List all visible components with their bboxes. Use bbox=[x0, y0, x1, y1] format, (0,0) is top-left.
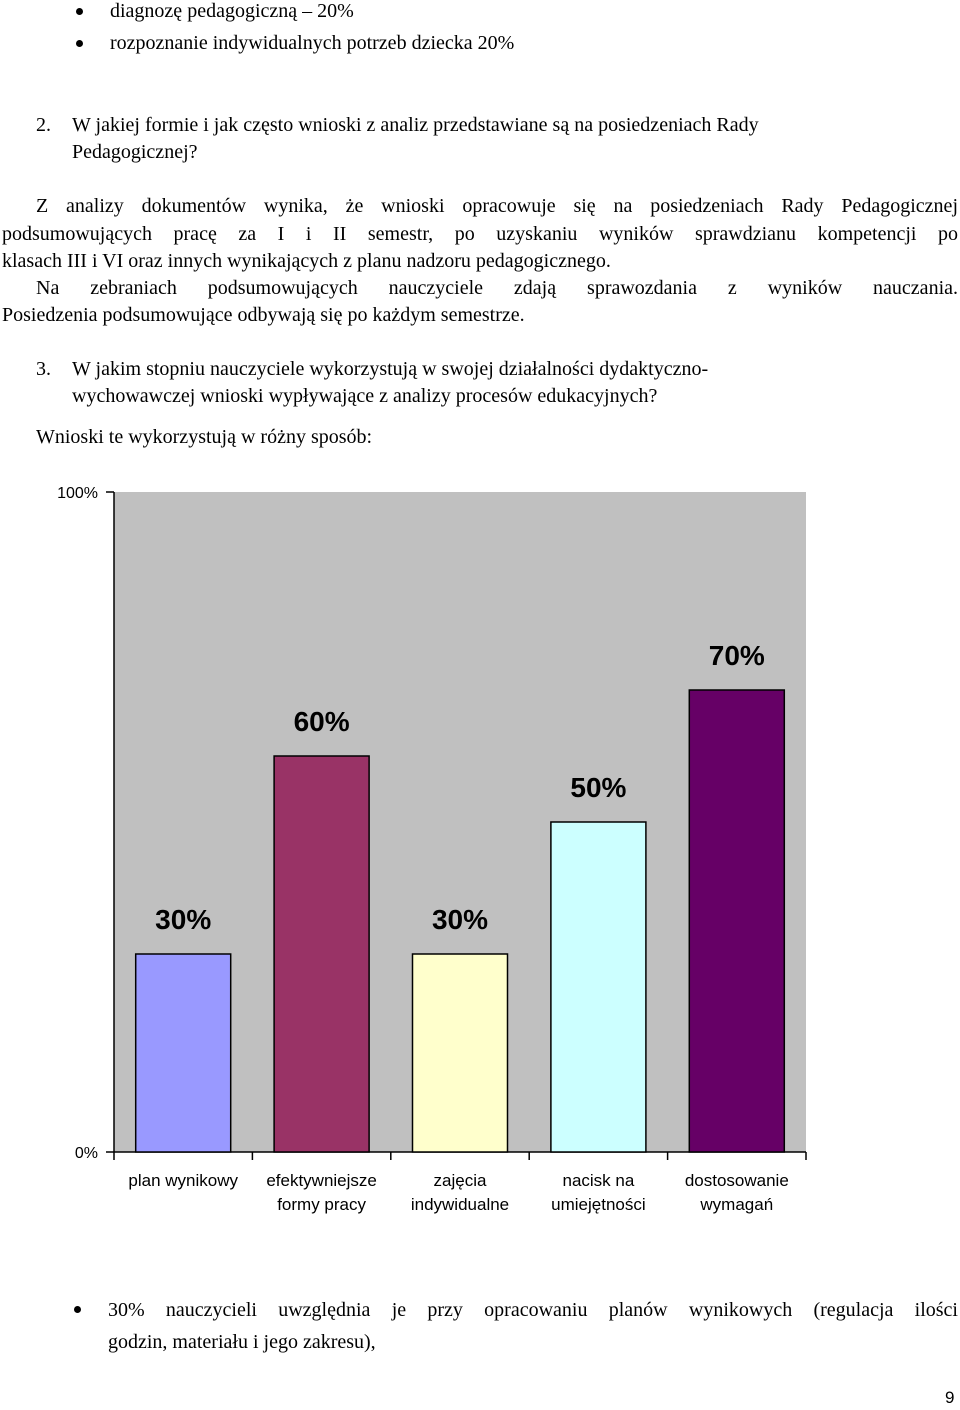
x-category-label: plan wynikowy bbox=[128, 1171, 238, 1190]
bar bbox=[688, 689, 786, 1153]
paragraph-line: Z analizy dokumentów wynika, że wnioski … bbox=[36, 195, 958, 217]
y-tick-label: 100% bbox=[57, 485, 98, 502]
x-category-label: formy pracy bbox=[277, 1195, 366, 1214]
paragraph-line: Posiedzenia podsumowujące odbywają się p… bbox=[2, 304, 525, 326]
bar-value-label: 70% bbox=[709, 640, 765, 671]
chart-intro: Wnioski te wykorzystują w różny sposób: bbox=[36, 426, 373, 448]
bullet-text: 30% nauczycieli uwzględnia je przy oprac… bbox=[108, 1299, 958, 1321]
question-line: Pedagogicznej? bbox=[72, 141, 198, 163]
question-line: W jakim stopniu nauczyciele wykorzystują… bbox=[72, 358, 709, 380]
question-number: 3. bbox=[36, 358, 51, 380]
x-category-label: dostosowanie bbox=[685, 1171, 789, 1190]
bar bbox=[411, 953, 509, 1153]
question-line: wychowawczej wnioski wypływające z anali… bbox=[72, 385, 658, 407]
question-number: 2. bbox=[36, 114, 51, 136]
y-tick-label: 0% bbox=[75, 1145, 98, 1162]
x-category-label: indywidualne bbox=[411, 1195, 509, 1214]
x-category-label: nacisk na bbox=[562, 1171, 634, 1190]
bullet-text: godzin, materiału i jego zakresu), bbox=[108, 1331, 376, 1353]
bullet-dot bbox=[76, 8, 83, 15]
bar-value-label: 30% bbox=[155, 904, 211, 935]
bar bbox=[550, 821, 647, 1153]
x-category-label: wymagań bbox=[699, 1195, 773, 1214]
bar-chart: 0% 100% 30% plan wynikowy 60% efektywniejsze f… bbox=[57, 485, 807, 1214]
bullet-dot bbox=[74, 1306, 81, 1313]
question-line: W jakiej formie i jak często wnioski z a… bbox=[72, 114, 759, 136]
bar-value-label: 60% bbox=[294, 706, 350, 737]
page-number: 9 bbox=[945, 1388, 955, 1407]
x-category-label: efektywniejsze bbox=[266, 1171, 377, 1190]
paragraph-line: klasach III i VI oraz innych wynikającyc… bbox=[2, 250, 611, 272]
bullet-text: rozpoznanie indywidualnych potrzeb dziec… bbox=[110, 32, 515, 54]
paragraph-line: podsumowujących pracę za I i II semestr,… bbox=[2, 223, 958, 245]
bullet-text: diagnozę pedagogiczną – 20% bbox=[110, 0, 354, 22]
x-category-label: zajęcia bbox=[434, 1171, 487, 1190]
x-category-label: umiejętności bbox=[551, 1195, 646, 1214]
paragraph-line: Na zebraniach podsumowujących nauczyciel… bbox=[36, 277, 958, 299]
bullet-dot bbox=[76, 40, 83, 47]
bar bbox=[273, 755, 370, 1153]
bar-value-label: 50% bbox=[570, 772, 626, 803]
bar bbox=[134, 953, 232, 1153]
bar-value-label: 30% bbox=[432, 904, 488, 935]
